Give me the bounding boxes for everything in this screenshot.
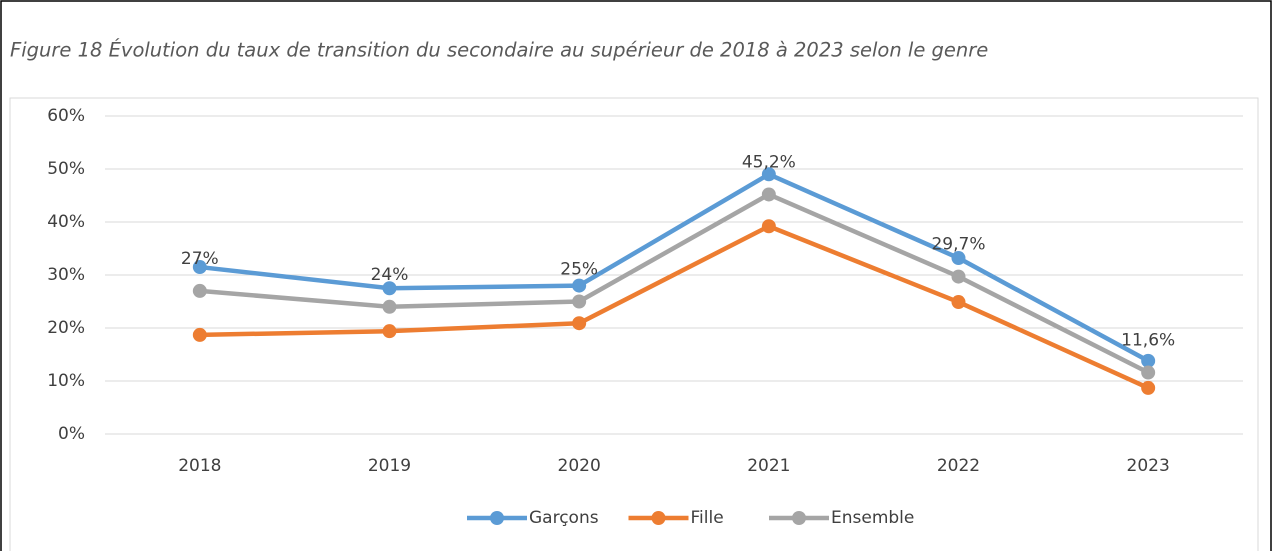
point bbox=[1141, 380, 1156, 395]
x-tick-label: 2018 bbox=[178, 456, 221, 476]
series-line bbox=[199, 192, 1150, 375]
y-tick-label: 40% bbox=[47, 212, 85, 232]
y-tick-label: 0% bbox=[58, 424, 85, 444]
y-tick-label: 30% bbox=[47, 265, 85, 285]
data-label: 29,7% bbox=[931, 235, 985, 255]
point bbox=[951, 251, 966, 266]
data-label: 27% bbox=[181, 249, 219, 269]
point bbox=[572, 294, 587, 309]
chart-frame bbox=[9, 97, 1259, 551]
legend-marker bbox=[792, 511, 806, 525]
point bbox=[761, 167, 776, 182]
y-tick-label: 60% bbox=[47, 106, 85, 126]
legend-marker bbox=[651, 511, 666, 525]
legend-marker bbox=[490, 511, 504, 525]
data-label: 11,6% bbox=[1121, 331, 1175, 351]
point bbox=[192, 283, 207, 298]
y-tick-label: 50% bbox=[47, 159, 85, 179]
point bbox=[1141, 353, 1156, 368]
point bbox=[761, 219, 776, 234]
point bbox=[761, 187, 776, 202]
series-line bbox=[199, 172, 1150, 363]
y-tick-label: 20% bbox=[47, 318, 85, 338]
x-tick-label: 2023 bbox=[1127, 456, 1170, 476]
y-tick-label: 10% bbox=[47, 371, 85, 391]
point bbox=[951, 269, 966, 284]
point bbox=[382, 299, 397, 314]
x-tick-label: 2020 bbox=[558, 456, 601, 476]
legend-label: Fille bbox=[691, 508, 724, 528]
point bbox=[572, 316, 587, 331]
point bbox=[572, 278, 587, 293]
chart-title: Figure 18 Évolution du taux de transitio… bbox=[10, 39, 988, 62]
point bbox=[192, 260, 207, 275]
legend-label: Garçons bbox=[529, 508, 599, 528]
x-tick-label: 2022 bbox=[937, 456, 980, 476]
legend-label: Ensemble bbox=[831, 508, 914, 528]
point bbox=[1141, 365, 1156, 380]
point bbox=[951, 295, 966, 310]
point bbox=[192, 327, 207, 342]
point bbox=[382, 281, 397, 296]
data-label: 24% bbox=[371, 265, 409, 285]
data-label: 25% bbox=[560, 260, 598, 280]
x-tick-label: 2021 bbox=[747, 456, 790, 476]
data-label: 45,2% bbox=[742, 152, 796, 172]
series-line bbox=[199, 223, 1150, 390]
point bbox=[382, 324, 397, 339]
x-tick-label: 2019 bbox=[368, 456, 411, 476]
